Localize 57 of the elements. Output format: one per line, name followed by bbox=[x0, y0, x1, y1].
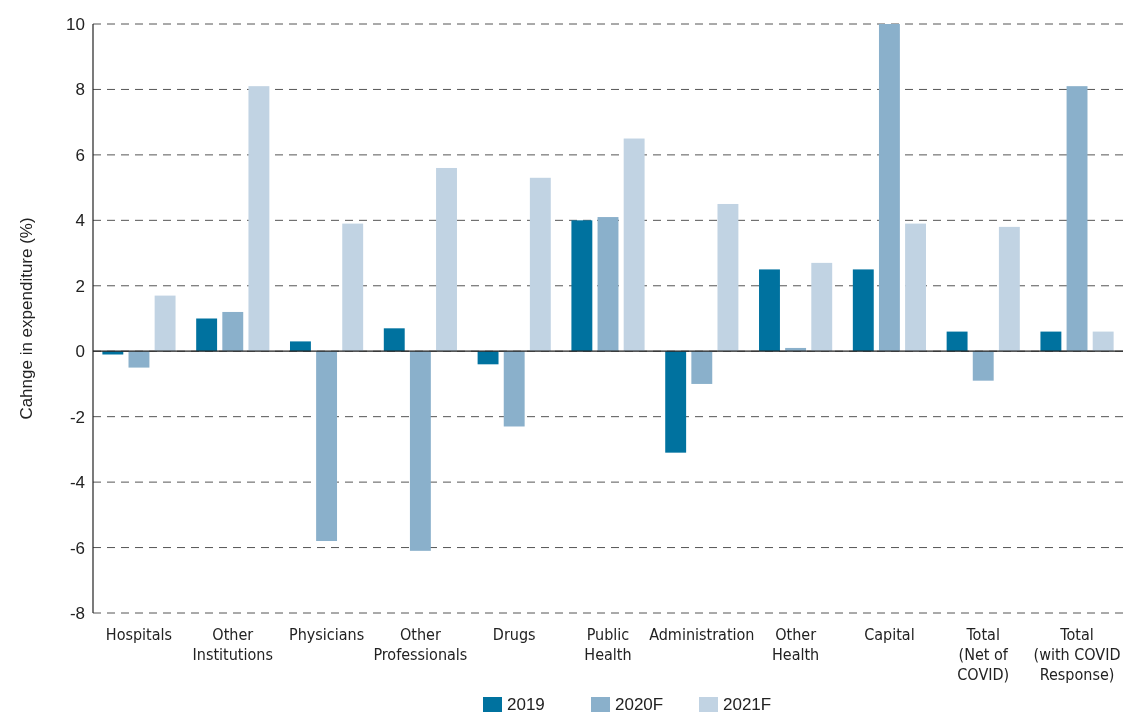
bar bbox=[196, 318, 218, 352]
bar bbox=[529, 177, 551, 352]
bar bbox=[316, 351, 338, 542]
y-axis-title: Cahnge in expenditure (%) bbox=[17, 217, 36, 420]
bar bbox=[222, 311, 244, 352]
bar bbox=[1040, 331, 1062, 352]
bar bbox=[878, 24, 900, 352]
x-tick-label: Other Professionals bbox=[373, 625, 468, 664]
x-tick-label: Administration bbox=[649, 625, 755, 644]
bar bbox=[785, 347, 807, 352]
bar bbox=[972, 351, 994, 381]
bar bbox=[1066, 86, 1088, 352]
bar bbox=[597, 217, 619, 352]
bar bbox=[946, 331, 968, 352]
bar bbox=[811, 262, 833, 352]
legend-label: 2019 bbox=[507, 695, 545, 714]
y-tick-label: 4 bbox=[75, 211, 85, 231]
bar bbox=[759, 269, 780, 352]
bar bbox=[998, 226, 1020, 352]
bar bbox=[852, 269, 874, 352]
y-tick-label: 8 bbox=[75, 80, 85, 100]
y-tick-label: -2 bbox=[69, 407, 85, 427]
bar bbox=[665, 351, 687, 453]
y-tick-label: -4 bbox=[69, 473, 85, 493]
bar bbox=[691, 351, 713, 384]
bar bbox=[717, 203, 739, 352]
x-tick-label: Other Health bbox=[771, 625, 820, 664]
x-tick-label: Capital bbox=[864, 625, 915, 644]
legend-label: 2021F bbox=[723, 695, 772, 714]
bar bbox=[503, 351, 525, 427]
x-tick-label: Drugs bbox=[492, 625, 536, 644]
bar bbox=[128, 351, 150, 368]
x-tick-label: Hospitals bbox=[105, 625, 173, 644]
bar bbox=[905, 223, 927, 352]
y-tick-label: 10 bbox=[66, 14, 85, 34]
bar bbox=[154, 295, 176, 352]
x-tick-label: Public Health bbox=[584, 625, 632, 664]
y-tick-label: 6 bbox=[75, 145, 85, 165]
legend-label: 2020F bbox=[615, 695, 664, 714]
bar bbox=[409, 351, 431, 551]
bar bbox=[383, 328, 405, 352]
y-tick-label: -6 bbox=[69, 538, 85, 558]
bar bbox=[436, 167, 457, 352]
x-tick-label: Total (with COVID Response) bbox=[1033, 625, 1121, 684]
bar bbox=[248, 86, 270, 352]
x-tick-label: Total (Net of COVID) bbox=[957, 625, 1010, 684]
bar bbox=[571, 220, 593, 352]
x-tick-label: Other Institutions bbox=[192, 625, 273, 664]
bar bbox=[290, 341, 311, 352]
y-tick-label: -8 bbox=[69, 603, 85, 623]
x-tick-label: Physicians bbox=[288, 625, 365, 644]
bar bbox=[1092, 331, 1114, 352]
y-tick-label: 0 bbox=[75, 342, 85, 362]
bar bbox=[342, 223, 364, 352]
y-tick-label: 2 bbox=[75, 276, 85, 296]
bar bbox=[477, 351, 499, 365]
bar bbox=[623, 138, 645, 352]
